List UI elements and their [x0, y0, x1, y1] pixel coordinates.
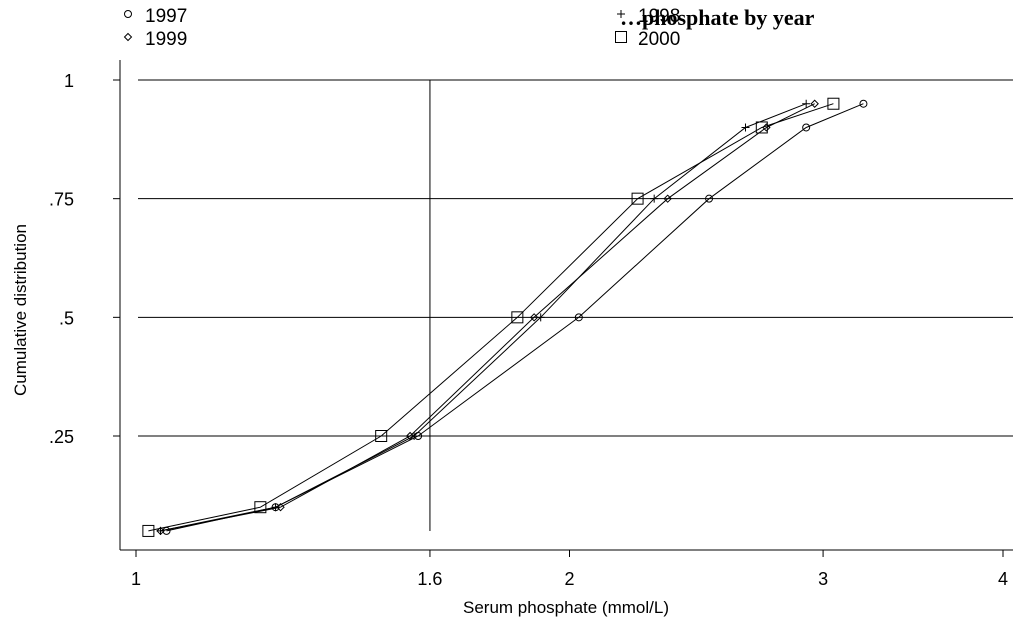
legend-label: 1998	[638, 6, 680, 27]
data-point	[810, 99, 819, 108]
legend-entry: 1997	[124, 6, 187, 27]
plot-area	[142, 97, 868, 537]
data-point	[615, 31, 627, 43]
data-point	[511, 311, 524, 324]
data-point	[156, 526, 165, 536]
x-tick-label: 3	[818, 569, 828, 589]
data-point	[254, 501, 267, 514]
data-point	[705, 194, 714, 203]
legend-label: 2000	[638, 29, 680, 50]
legend: 1997 1998 1999 2000	[123, 6, 680, 50]
axes: .25 .5 .75 1 1 1.6 2 3 4	[49, 60, 1013, 589]
x-tick-label: 1	[131, 569, 141, 589]
data-point	[574, 313, 583, 322]
series-line	[160, 103, 815, 532]
y-tick-label: .75	[49, 190, 74, 210]
x-tick-label: 4	[998, 569, 1008, 589]
data-point	[631, 192, 644, 205]
chart-title: …phosphate by year	[620, 5, 815, 30]
data-point	[802, 99, 811, 108]
data-point	[529, 313, 539, 322]
x-tick-label: 1.6	[417, 569, 442, 589]
data-point	[827, 97, 840, 110]
y-tick-label: 1	[64, 71, 74, 91]
series-2000	[142, 97, 840, 537]
data-point	[755, 121, 768, 134]
data-point	[405, 431, 415, 441]
data-point	[802, 123, 811, 132]
series-line	[148, 103, 834, 532]
legend-entry: 2000	[615, 29, 680, 50]
legend-label: 1997	[145, 6, 187, 27]
legend-label: 1999	[145, 29, 187, 50]
x-tick-label: 2	[564, 569, 574, 589]
data-point	[859, 99, 868, 108]
data-point	[123, 32, 133, 42]
legend-entry: 1998	[617, 6, 680, 27]
series-1998	[156, 99, 811, 535]
data-point	[124, 10, 132, 18]
data-point	[650, 194, 659, 203]
y-tick-label: .25	[49, 427, 74, 447]
legend-entry: 1999	[123, 29, 187, 50]
data-point	[741, 123, 750, 132]
data-point	[142, 524, 155, 537]
grid-lines	[138, 79, 1013, 531]
series-1999	[156, 99, 819, 536]
y-tick-label: .5	[59, 308, 74, 328]
data-point	[617, 10, 625, 18]
data-point	[663, 194, 672, 203]
data-point	[276, 502, 285, 512]
x-axis-title: Serum phosphate (mmol/L)	[463, 598, 669, 617]
y-axis-title: Cumulative distribution	[11, 224, 30, 396]
data-point	[375, 430, 388, 442]
